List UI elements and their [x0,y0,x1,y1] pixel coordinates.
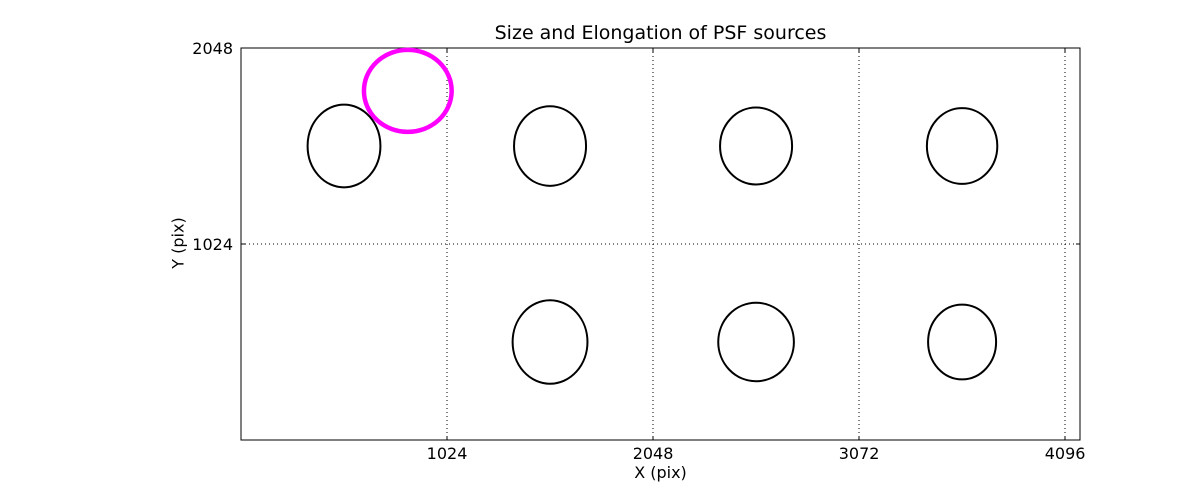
x-tick-label-4096: 4096 [1044,444,1086,463]
psf-ellipse-4 [925,107,999,185]
psf-ellipse-2 [513,105,588,187]
y-tick-label-2048: 2048 [192,39,233,58]
x-tick-label-1024: 1024 [426,444,468,463]
y-tick-label-1024: 1024 [192,235,233,254]
x-tick-label-2048: 2048 [632,444,674,463]
outlier-ellipse [361,47,454,135]
x-tick-label-3072: 3072 [838,444,880,463]
psf-ellipse-5 [511,299,589,385]
psf-ellipse-3 [719,106,794,186]
x-axis-label: X (pix) [634,463,687,482]
psf-ellipse-7 [927,303,998,381]
psf-ellipse-6 [717,301,795,383]
chart-title: Size and Elongation of PSF sources [494,22,827,44]
axes-spines [240,47,1081,441]
psf-ellipse-1 [306,103,382,189]
